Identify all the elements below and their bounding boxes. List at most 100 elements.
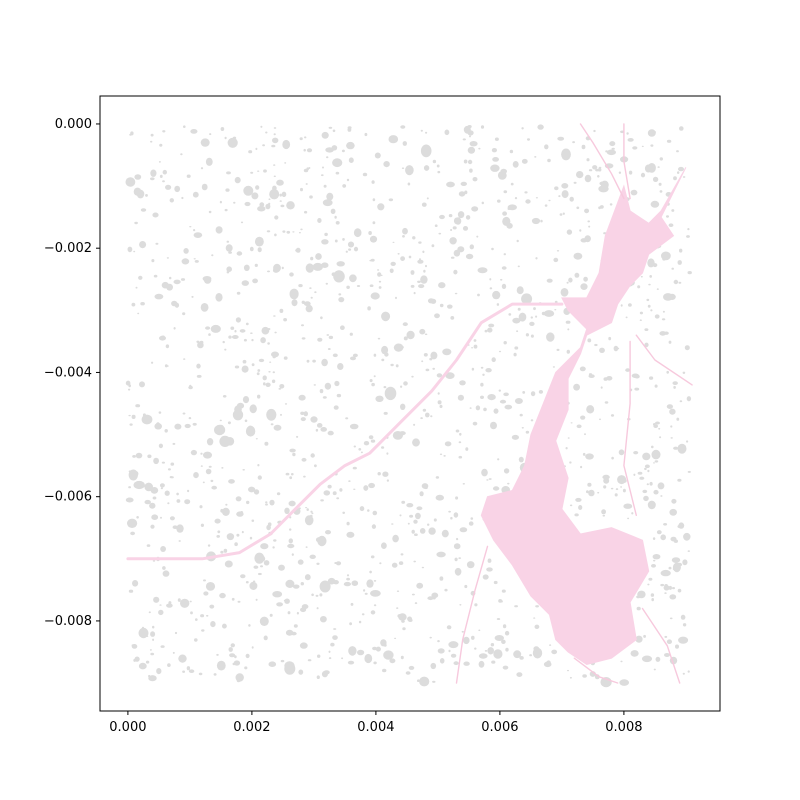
building-mark <box>660 534 666 541</box>
building-mark <box>483 407 487 412</box>
building-mark <box>326 334 330 336</box>
building-mark <box>183 125 186 128</box>
building-mark <box>159 143 163 147</box>
building-mark <box>458 455 463 459</box>
building-mark <box>448 641 459 649</box>
building-mark <box>551 649 558 655</box>
building-mark <box>490 643 495 647</box>
building-mark <box>189 384 192 387</box>
building-mark <box>377 337 381 340</box>
building-mark <box>305 546 308 548</box>
building-mark <box>631 512 634 515</box>
building-mark <box>644 342 649 348</box>
building-mark <box>639 476 645 480</box>
building-mark <box>173 327 176 330</box>
building-mark <box>347 241 355 248</box>
building-mark <box>687 271 692 275</box>
building-mark <box>284 662 296 675</box>
x-tick-label: 0.004 <box>357 720 394 735</box>
building-mark <box>222 340 225 344</box>
building-mark <box>258 358 265 363</box>
building-mark <box>371 524 376 529</box>
building-mark <box>372 221 376 225</box>
building-mark <box>162 130 166 133</box>
building-mark <box>210 479 214 483</box>
building-mark <box>673 446 679 450</box>
building-mark <box>251 192 259 200</box>
building-mark <box>431 244 435 248</box>
building-mark <box>292 452 296 457</box>
building-mark <box>616 347 620 350</box>
building-mark <box>405 165 414 176</box>
building-mark <box>683 559 687 563</box>
building-mark <box>353 246 359 252</box>
building-mark <box>288 538 293 544</box>
building-mark <box>236 402 245 409</box>
building-mark <box>211 485 217 490</box>
building-mark <box>328 335 334 340</box>
building-mark <box>567 437 570 439</box>
building-mark <box>566 349 570 354</box>
building-mark <box>400 403 406 410</box>
building-mark <box>142 665 147 668</box>
building-mark <box>142 413 146 417</box>
building-mark <box>343 581 351 587</box>
building-mark <box>381 345 389 355</box>
building-mark <box>254 263 258 267</box>
building-mark <box>448 214 453 218</box>
building-mark <box>582 452 586 456</box>
building-mark <box>300 187 303 192</box>
building-mark <box>501 266 507 270</box>
building-mark <box>389 658 396 664</box>
building-mark <box>196 363 201 369</box>
building-mark <box>162 180 165 183</box>
building-mark <box>547 158 551 163</box>
building-mark <box>419 528 426 534</box>
building-mark <box>649 376 654 380</box>
building-mark <box>507 482 510 485</box>
building-mark <box>503 468 510 474</box>
building-mark <box>434 224 438 227</box>
building-mark <box>487 647 495 655</box>
building-mark <box>234 655 237 659</box>
building-mark <box>652 263 658 268</box>
building-mark <box>465 447 469 451</box>
building-mark <box>373 661 377 665</box>
building-mark <box>279 384 285 389</box>
building-mark <box>348 646 357 656</box>
building-mark <box>491 148 497 153</box>
building-mark <box>464 584 468 589</box>
building-mark <box>191 295 194 298</box>
building-mark <box>224 208 228 212</box>
building-mark <box>552 366 556 368</box>
building-mark <box>609 203 613 206</box>
building-mark <box>285 472 290 476</box>
building-mark <box>464 190 468 195</box>
building-mark <box>430 415 433 418</box>
building-mark <box>266 408 277 421</box>
building-mark <box>203 579 206 582</box>
building-mark <box>328 126 333 129</box>
building-mark <box>235 317 241 323</box>
y-tick-label: −0.004 <box>44 365 92 380</box>
building-mark <box>423 269 426 273</box>
building-mark <box>145 194 148 197</box>
building-mark <box>383 161 390 168</box>
building-mark <box>327 430 334 436</box>
building-mark <box>378 280 382 283</box>
building-mark <box>301 337 306 340</box>
building-mark <box>289 272 294 277</box>
building-mark <box>653 559 656 562</box>
building-mark <box>262 144 265 147</box>
building-mark <box>634 387 640 391</box>
building-mark <box>395 296 397 300</box>
building-mark <box>651 449 661 460</box>
building-mark <box>599 205 604 209</box>
building-mark <box>506 222 513 229</box>
building-mark <box>492 290 501 300</box>
building-mark <box>350 602 354 606</box>
building-mark <box>561 148 571 161</box>
building-mark <box>158 161 161 163</box>
building-mark <box>141 626 145 629</box>
building-mark <box>525 430 530 434</box>
